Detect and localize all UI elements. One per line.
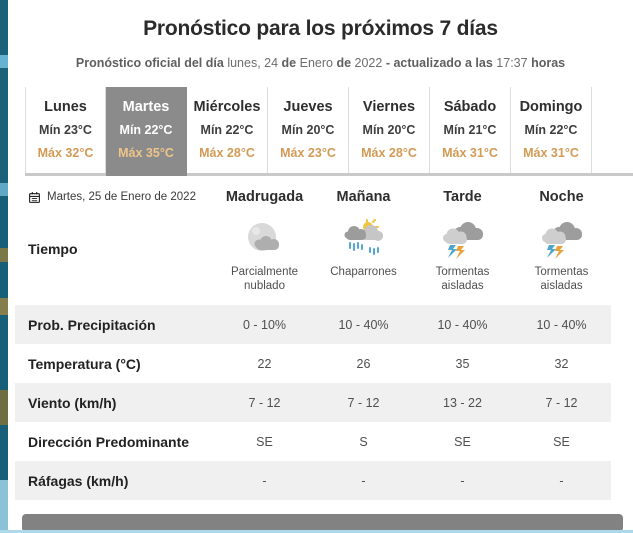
day-name: Jueves: [283, 99, 333, 115]
period-header-tarde: Tarde: [443, 189, 482, 205]
row-wind-direction: Dirección Predominante SE S SE SE: [15, 422, 611, 461]
calendar-icon: [29, 191, 40, 203]
cell-value: 0 - 10%: [242, 317, 287, 332]
row-label: Dirección Predominante: [28, 433, 190, 450]
day-max-temp: Máx 28°C: [361, 146, 417, 160]
weather-conditions-row: Tiempo: [15, 213, 611, 305]
cell-value: -: [460, 473, 465, 488]
day-min-temp: Mín 21°C: [443, 123, 497, 137]
horizontal-scrollbar[interactable]: [22, 514, 623, 532]
day-tab-martes[interactable]: Martes Mín 22°C Máx 35°C: [106, 87, 187, 173]
subtitle-part: 2022: [354, 56, 383, 70]
row-label: Prob. Precipitación: [28, 316, 156, 333]
forecast-subtitle: Pronóstico oficial del día lunes, 24 de …: [8, 56, 633, 71]
day-tab-sabado[interactable]: Sábado Mín 21°C Máx 31°C: [430, 87, 511, 173]
condition-label: Tormentas aisladas: [534, 266, 589, 292]
partly-cloudy-night-icon: [247, 223, 279, 251]
subtitle-part: de: [336, 56, 352, 70]
date-label: Martes, 25 de Enero de 2022: [47, 191, 196, 203]
day-name: Viernes: [362, 99, 416, 115]
day-max-temp: Máx 32°C: [37, 146, 94, 160]
page-title: Pronóstico para los próximos 7 días: [143, 17, 498, 40]
day-min-temp: Mín 22°C: [119, 123, 173, 137]
condition-noche: Tormentas aisladas: [512, 213, 611, 293]
day-max-temp: Máx 28°C: [199, 146, 255, 160]
day-tabs-bar: Lunes Mín 23°C Máx 32°C Martes Mín 22°C …: [25, 87, 633, 176]
cell-value: -: [361, 473, 366, 488]
row-label: Temperatura (°C): [28, 355, 141, 372]
period-header-madrugada: Madrugada: [225, 189, 304, 205]
cell-value: 10 - 40%: [338, 317, 389, 332]
day-tab-jueves[interactable]: Jueves Mín 20°C Máx 23°C: [268, 87, 349, 173]
cell-value: 7 - 12: [248, 395, 281, 410]
row-temperature: Temperatura (°C) 22 26 35 32: [15, 344, 611, 383]
day-min-temp: Mín 20°C: [362, 123, 416, 137]
row-precipitation: Prob. Precipitación 0 - 10% 10 - 40% 10 …: [15, 305, 611, 344]
day-tab-lunes[interactable]: Lunes Mín 23°C Máx 32°C: [25, 87, 106, 173]
cell-value: 26: [356, 356, 371, 371]
cell-value: S: [359, 434, 368, 449]
cell-value: 10 - 40%: [437, 317, 488, 332]
cell-value: 22: [257, 356, 272, 371]
subtitle-part: horas: [531, 56, 566, 70]
row-wind: Viento (km/h) 7 - 12 7 - 12 13 - 22 7 - …: [15, 383, 611, 422]
day-max-temp: Máx 35°C: [118, 146, 174, 160]
condition-madrugada: Parcialmente nublado: [215, 213, 314, 293]
day-name: Miércoles: [193, 99, 261, 115]
day-tab-viernes[interactable]: Viernes Mín 20°C Máx 28°C: [349, 87, 430, 173]
day-name: Lunes: [44, 99, 87, 115]
period-header-manana: Mañana: [336, 189, 391, 205]
row-label: Ráfagas (km/h): [28, 472, 129, 489]
page-edge-decoration: [0, 0, 8, 533]
day-min-temp: Mín 23°C: [39, 123, 92, 137]
day-name: Sábado: [443, 99, 497, 115]
cell-value: 7 - 12: [347, 395, 380, 410]
day-name: Domingo: [519, 99, 583, 115]
subtitle-part: Pronóstico oficial del día: [75, 56, 224, 70]
condition-manana: Chaparrones: [314, 213, 413, 279]
row-label-tiempo: Tiempo: [28, 241, 78, 257]
row-gusts: Ráfagas (km/h) - - - -: [15, 461, 611, 500]
showers-icon: [344, 219, 383, 255]
row-label: Viento (km/h): [28, 394, 117, 411]
cell-value: 7 - 12: [545, 395, 578, 410]
subtitle-part: - actualizado a las: [385, 56, 493, 70]
day-detail-table: Martes, 25 de Enero de 2022 Madrugada Ma…: [15, 181, 611, 500]
cell-value: 10 - 40%: [536, 317, 587, 332]
cell-value: 13 - 22: [443, 395, 482, 410]
page-edge-bottom: [0, 530, 633, 533]
subtitle-part: 17:37: [496, 56, 528, 70]
day-tab-miercoles[interactable]: Miércoles Mín 22°C Máx 28°C: [187, 87, 268, 173]
day-min-temp: Mín 22°C: [200, 123, 254, 137]
day-max-temp: Máx 31°C: [523, 146, 579, 160]
day-name: Martes: [122, 99, 170, 115]
condition-tarde: Tormentas aisladas: [413, 213, 512, 293]
subtitle-part: Enero: [299, 56, 333, 70]
cell-value: 32: [554, 356, 569, 371]
isolated-storms-icon: [541, 222, 582, 259]
condition-label: Tormentas aisladas: [435, 266, 490, 292]
cell-value: -: [559, 473, 564, 488]
period-header-noche: Noche: [539, 189, 584, 205]
subtitle-part: de: [281, 56, 297, 70]
isolated-storms-icon: [442, 222, 483, 259]
periods-header-row: Martes, 25 de Enero de 2022 Madrugada Ma…: [15, 181, 611, 213]
day-tab-domingo[interactable]: Domingo Mín 22°C Máx 31°C: [511, 87, 592, 173]
day-min-temp: Mín 20°C: [281, 123, 335, 137]
selected-date: Martes, 25 de Enero de 2022: [15, 191, 215, 204]
condition-label: Parcialmente nublado: [230, 266, 299, 292]
day-max-temp: Máx 31°C: [442, 146, 498, 160]
day-min-temp: Mín 22°C: [524, 123, 578, 137]
subtitle-part: lunes, 24: [227, 56, 279, 70]
day-max-temp: Máx 23°C: [280, 146, 336, 160]
cell-value: SE: [553, 434, 570, 449]
cell-value: 35: [455, 356, 470, 371]
cell-value: SE: [256, 434, 273, 449]
cell-value: SE: [454, 434, 471, 449]
condition-label: Chaparrones: [330, 266, 397, 278]
cell-value: -: [262, 473, 267, 488]
